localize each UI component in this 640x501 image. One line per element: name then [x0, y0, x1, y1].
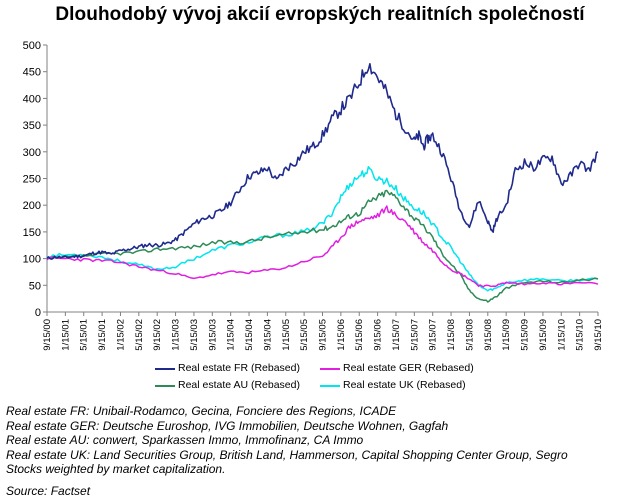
- y-tick-label: 400: [23, 93, 41, 105]
- y-tick-label: 0: [35, 307, 41, 319]
- chart-notes: Real estate FR: Unibail-Rodamco, Gecina,…: [6, 404, 568, 477]
- legend-swatch: [320, 368, 340, 370]
- legend-swatch: [155, 385, 175, 387]
- y-tick-label: 250: [23, 174, 41, 186]
- legend-label: Real estate AU (Rebased): [178, 379, 300, 391]
- x-tick-label: 1/15/09: [501, 319, 512, 351]
- x-tick-label: 9/15/09: [538, 319, 549, 351]
- legend-label: Real estate UK (Rebased): [343, 379, 466, 391]
- note-au: Real estate AU: conwert, Sparkassen Immo…: [6, 433, 364, 448]
- x-tick-label: 1/15/04: [226, 319, 237, 351]
- x-tick-label: 5/15/05: [299, 319, 310, 351]
- series-line-uk: [46, 165, 599, 292]
- x-tick-label: 9/15/07: [428, 319, 439, 351]
- x-tick-label: 1/15/07: [391, 319, 402, 351]
- x-tick-label: 1/15/03: [171, 319, 182, 351]
- legend-swatch: [320, 385, 340, 387]
- x-tick-label: 1/15/05: [281, 319, 292, 351]
- series-line-fr: [46, 63, 599, 260]
- x-tick-label: 1/15/02: [115, 319, 126, 351]
- series-line-ger: [46, 205, 599, 288]
- y-tick-label: 150: [23, 227, 41, 239]
- x-tick-label: 5/15/02: [134, 319, 145, 351]
- note-ger: Real estate GER: Deutsche Euroshop, IVG …: [6, 418, 449, 433]
- x-tick-label: 9/15/08: [483, 319, 494, 351]
- x-tick-label: 1/15/08: [446, 319, 457, 351]
- y-tick-label: 100: [23, 254, 41, 266]
- x-tick-label: 5/15/04: [244, 319, 255, 351]
- y-tick-label: 450: [23, 67, 41, 79]
- legend-label: Real estate FR (Rebased): [178, 362, 300, 374]
- y-tick-label: 500: [23, 40, 41, 52]
- x-tick-label: 5/15/01: [79, 319, 90, 351]
- x-tick-label: 9/15/10: [593, 319, 604, 351]
- y-tick-label: 300: [23, 147, 41, 159]
- x-tick-label: 9/15/01: [97, 319, 108, 351]
- x-tick-label: 5/15/09: [520, 319, 531, 351]
- x-tick-label: 5/15/03: [189, 319, 200, 351]
- series-line-au: [47, 189, 599, 303]
- note-fr: Real estate FR: Unibail-Rodamco, Gecina,…: [6, 404, 397, 418]
- x-tick-label: 9/15/02: [152, 319, 163, 351]
- x-tick-label: 1/15/06: [336, 319, 347, 351]
- x-tick-label: 5/15/06: [354, 319, 365, 351]
- x-tick-label: 9/15/03: [207, 319, 218, 351]
- legend-label: Real estate GER (Rebased): [343, 362, 474, 374]
- x-tick-label: 5/15/08: [464, 319, 475, 351]
- x-tick-label: 9/15/05: [318, 319, 329, 351]
- source-note: Source: Factset: [6, 484, 91, 498]
- x-tick-label: 9/15/00: [42, 319, 53, 351]
- y-tick-label: 200: [23, 200, 41, 212]
- x-tick-label: 9/15/04: [262, 319, 273, 351]
- x-tick-label: 1/15/10: [556, 319, 567, 351]
- line-chart: 0 50 100 150 200 250 300 350 400 450 500 9/15/00 1/1…: [23, 40, 604, 351]
- x-tick-label: 1/15/01: [60, 319, 71, 351]
- y-tick-label: 350: [23, 120, 41, 132]
- note-weighting: Stocks weighted by market capitalization…: [6, 462, 226, 477]
- y-tick-label: 50: [29, 280, 41, 292]
- chart-title: Dlouhodobý vývoj akcií evropských realit…: [55, 4, 585, 25]
- note-uk: Real estate UK: Land Securities Group, B…: [6, 447, 568, 462]
- x-tick-label: 9/15/06: [373, 319, 384, 351]
- x-tick-label: 5/15/07: [409, 319, 420, 351]
- legend-swatch: [155, 368, 175, 370]
- x-tick-label: 5/15/10: [575, 319, 586, 351]
